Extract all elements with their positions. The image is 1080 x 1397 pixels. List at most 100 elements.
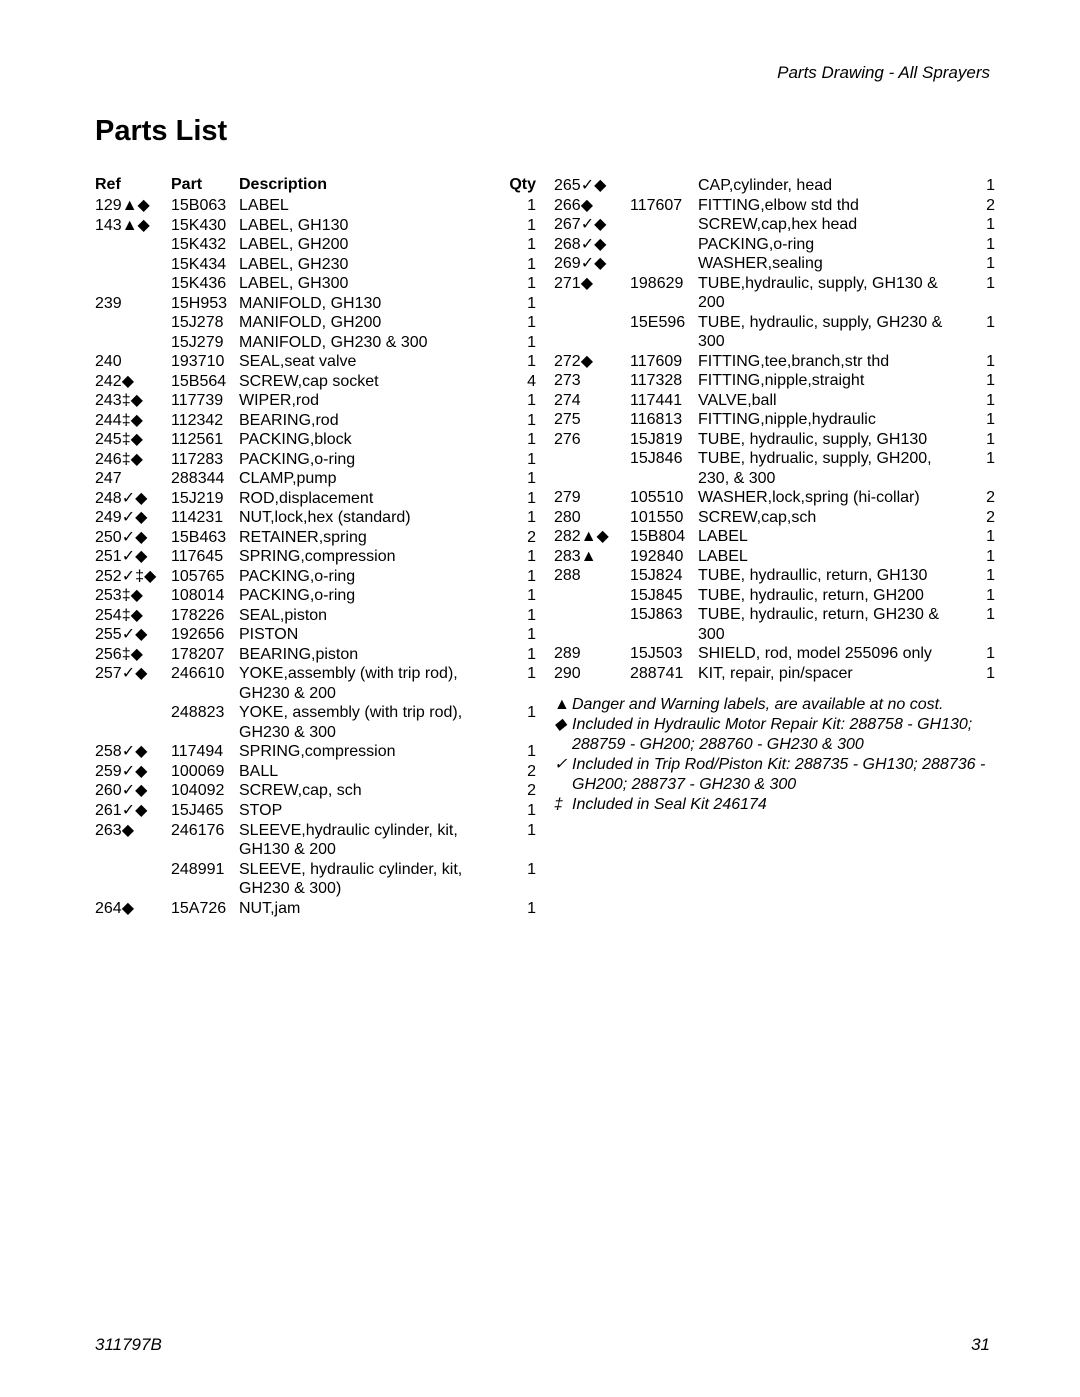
cell-qty: 2 [965, 508, 995, 528]
cell-part: 15J503 [630, 644, 698, 664]
cell-qty: 1 [506, 547, 536, 567]
cell-qty: 1 [506, 508, 536, 528]
cell-qty: 1 [506, 235, 536, 255]
cell-description: MANIFOLD, GH200 [239, 313, 506, 333]
cell-part: 15J819 [630, 430, 698, 450]
cell-description: TUBE, hydraulic, return, GH230 & 300 [698, 605, 965, 644]
cell-description: PACKING,o-ring [698, 235, 965, 255]
cell-ref: 280 [554, 508, 630, 528]
cell-description: PACKING,o-ring [239, 450, 506, 470]
table-row: 282▲◆15B804LABEL1 [554, 527, 995, 547]
table-row: 269✓◆WASHER,sealing1 [554, 254, 995, 274]
table-row: 263◆246176SLEEVE,hydraulic cylinder, kit… [95, 821, 536, 860]
cell-description: BEARING,rod [239, 411, 506, 431]
cell-description: SPRING,compression [239, 742, 506, 762]
cell-part: 193710 [171, 352, 239, 372]
cell-qty: 1 [965, 371, 995, 391]
cell-qty: 1 [506, 313, 536, 333]
cell-ref: 255✓◆ [95, 625, 171, 645]
cell-description: TUBE, hydrualic, supply, GH200, 230, & 3… [698, 449, 965, 488]
cell-ref: 283▲ [554, 547, 630, 567]
cell-ref: 267✓◆ [554, 215, 630, 235]
table-row: 267✓◆SCREW,cap,hex head1 [554, 215, 995, 235]
cell-description: SHIELD, rod, model 255096 only [698, 644, 965, 664]
cell-part: 15K430 [171, 216, 239, 236]
cell-ref: 244‡◆ [95, 411, 171, 431]
table-row: 265✓◆CAP,cylinder, head1 [554, 176, 995, 196]
cell-ref: 247 [95, 469, 171, 489]
right-column: 265✓◆CAP,cylinder, head1266◆117607FITTIN… [554, 176, 995, 918]
cell-qty: 1 [965, 235, 995, 255]
cell-part: 15E596 [630, 313, 698, 352]
cell-part: 246610 [171, 664, 239, 703]
table-row: 273117328FITTING,nipple,straight1 [554, 371, 995, 391]
col-desc: Description [239, 176, 506, 194]
cell-qty: 1 [506, 430, 536, 450]
cell-part: 15A726 [171, 899, 239, 919]
cell-ref: 272◆ [554, 352, 630, 372]
cell-ref: 253‡◆ [95, 586, 171, 606]
cell-part: 288741 [630, 664, 698, 684]
footnote-text: Included in Hydraulic Motor Repair Kit: … [572, 715, 995, 755]
table-row: 261✓◆15J465STOP1 [95, 801, 536, 821]
cell-part: 15B804 [630, 527, 698, 547]
cell-ref [95, 333, 171, 353]
cell-description: PACKING,block [239, 430, 506, 450]
table-row: 283▲192840LABEL1 [554, 547, 995, 567]
cell-ref: 252✓‡◆ [95, 567, 171, 587]
cell-part: 15J846 [630, 449, 698, 488]
cell-ref: 265✓◆ [554, 176, 630, 196]
cell-qty: 1 [965, 586, 995, 606]
footer-doc-id: 311797B [95, 1335, 162, 1355]
table-row: 290288741KIT, repair, pin/spacer1 [554, 664, 995, 684]
cell-description: SPRING,compression [239, 547, 506, 567]
cell-description: LABEL, GH230 [239, 255, 506, 275]
cell-ref: 248✓◆ [95, 489, 171, 509]
section-header: Parts Drawing - All Sprayers [777, 63, 990, 83]
table-row: 257✓◆246610YOKE,assembly (with trip rod)… [95, 664, 536, 703]
table-row: 258✓◆117494SPRING,compression1 [95, 742, 536, 762]
cell-qty: 1 [965, 566, 995, 586]
cell-description: SCREW,cap,hex head [698, 215, 965, 235]
col-part: Part [171, 176, 239, 194]
cell-ref: 288 [554, 566, 630, 586]
cell-description: RETAINER,spring [239, 528, 506, 548]
table-row: 28815J824TUBE, hydraullic, return, GH130… [554, 566, 995, 586]
cell-part: 104092 [171, 781, 239, 801]
cell-description: BALL [239, 762, 506, 782]
cell-part: 117739 [171, 391, 239, 411]
cell-part: 105510 [630, 488, 698, 508]
cell-qty: 2 [506, 762, 536, 782]
footnote-line: ▲Danger and Warning labels, are availabl… [554, 695, 995, 715]
cell-ref: 250✓◆ [95, 528, 171, 548]
cell-qty: 1 [965, 449, 995, 488]
cell-qty: 1 [506, 411, 536, 431]
table-row: 248991SLEEVE, hydraulic cylinder, kit, G… [95, 860, 536, 899]
footnote-symbol: ◆ [554, 715, 572, 755]
cell-description: LABEL, GH300 [239, 274, 506, 294]
cell-description: FITTING,nipple,straight [698, 371, 965, 391]
cell-part: 288344 [171, 469, 239, 489]
footnote-text: Danger and Warning labels, are available… [572, 695, 995, 715]
cell-qty: 1 [965, 527, 995, 547]
cell-part [630, 176, 698, 196]
cell-description: PISTON [239, 625, 506, 645]
cell-description: LABEL [698, 527, 965, 547]
cell-part: 112561 [171, 430, 239, 450]
cell-description: WASHER,lock,spring (hi-collar) [698, 488, 965, 508]
table-row: 259✓◆100069BALL2 [95, 762, 536, 782]
cell-description: SCREW,cap socket [239, 372, 506, 392]
cell-ref: 239 [95, 294, 171, 314]
table-row: 266◆117607FITTING,elbow std thd2 [554, 196, 995, 216]
table-row: 143▲◆15K430LABEL, GH1301 [95, 216, 536, 236]
cell-qty: 2 [965, 488, 995, 508]
table-row: 252✓‡◆105765PACKING,o-ring1 [95, 567, 536, 587]
cell-part: 15J465 [171, 801, 239, 821]
table-row: 274117441VALVE,ball1 [554, 391, 995, 411]
cell-description: VALVE,ball [698, 391, 965, 411]
cell-part: 248823 [171, 703, 239, 742]
cell-part: 246176 [171, 821, 239, 860]
cell-description: FITTING,tee,branch,str thd [698, 352, 965, 372]
footnote-line: ◆Included in Hydraulic Motor Repair Kit:… [554, 715, 995, 755]
cell-part: 248991 [171, 860, 239, 899]
